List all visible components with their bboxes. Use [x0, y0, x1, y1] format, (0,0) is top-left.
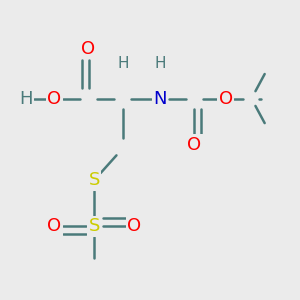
Text: S: S	[88, 217, 100, 235]
Text: O: O	[219, 90, 233, 108]
Text: O: O	[47, 217, 61, 235]
Text: O: O	[127, 217, 141, 235]
Text: H: H	[154, 56, 166, 70]
Text: H: H	[117, 56, 129, 70]
Text: N: N	[153, 90, 167, 108]
Text: H: H	[19, 90, 32, 108]
Text: O: O	[187, 136, 201, 154]
Text: O: O	[82, 40, 96, 58]
Text: O: O	[47, 90, 61, 108]
Text: S: S	[88, 171, 100, 189]
